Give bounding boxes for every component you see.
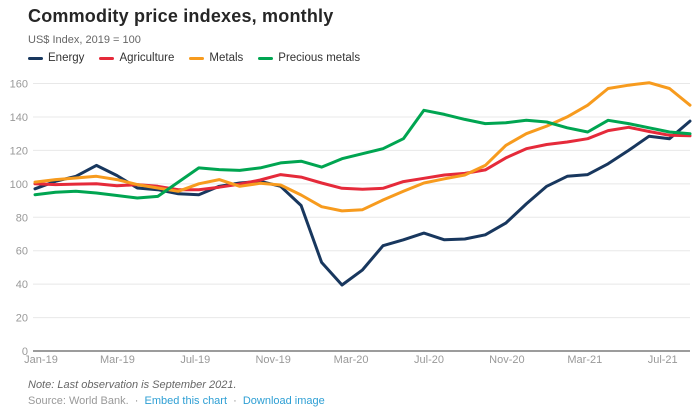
legend-line-swatch xyxy=(258,56,274,60)
footer-source-row: Source: World Bank. · Embed this chart ·… xyxy=(28,395,325,407)
series-line-energy xyxy=(33,119,692,287)
series-line-agriculture xyxy=(33,125,692,192)
legend-item-energy[interactable]: Energy xyxy=(28,52,84,64)
footer-separator: · xyxy=(134,395,139,407)
page-subtitle: US$ Index, 2019 = 100 xyxy=(28,34,141,46)
download-image-link[interactable]: Download image xyxy=(242,395,325,407)
legend-item-precious-metals[interactable]: Precious metals xyxy=(258,52,360,64)
y-axis-label: 160 xyxy=(10,79,28,91)
page-title: Commodity price indexes, monthly xyxy=(28,6,334,26)
x-axis-label: Jul-21 xyxy=(648,354,678,366)
legend-item-label: Agriculture xyxy=(119,52,175,64)
legend-line-swatch xyxy=(189,56,205,60)
y-axis-label: 120 xyxy=(10,145,28,157)
legend-item-label: Metals xyxy=(209,52,244,64)
x-axis-label: Nov-20 xyxy=(489,354,524,366)
y-axis-label: 20 xyxy=(16,313,28,325)
y-axis-label: 100 xyxy=(10,179,28,191)
y-axis-label: 40 xyxy=(16,279,28,291)
y-axis-label: 60 xyxy=(16,246,28,258)
x-axis-label: Jul-19 xyxy=(180,354,210,366)
legend-item-label: Energy xyxy=(48,52,85,64)
x-axis-label: Mar-19 xyxy=(100,354,135,366)
embed-chart-link[interactable]: Embed this chart xyxy=(144,395,228,407)
y-axis-label: 140 xyxy=(10,112,28,124)
y-axis-label: 0 xyxy=(22,346,28,358)
x-axis-label: Jul-20 xyxy=(414,354,444,366)
x-axis-label: Jan-19 xyxy=(24,354,58,366)
legend: Energy Agriculture Metals Precious metals xyxy=(28,52,360,64)
y-axis-label: 80 xyxy=(16,212,28,224)
x-axis-label: Mar-20 xyxy=(334,354,369,366)
legend-line-swatch xyxy=(99,56,115,60)
series-line-metals xyxy=(33,81,692,213)
legend-item-agriculture[interactable]: Agriculture xyxy=(99,52,174,64)
legend-item-label: Precious metals xyxy=(278,52,361,64)
footer-note: Note: Last observation is September 2021… xyxy=(28,379,237,391)
footer-separator: · xyxy=(233,395,237,407)
x-axis-label: Mar-21 xyxy=(567,354,602,366)
x-axis-label: Nov-19 xyxy=(255,354,290,366)
footer-source: Source: World Bank. xyxy=(28,395,129,407)
legend-item-metals[interactable]: Metals xyxy=(189,52,243,64)
legend-line-swatch xyxy=(28,56,43,60)
series-line-precious-metals xyxy=(33,108,692,200)
commodity-price-chart: 0 20 40 60 80 100 120 140 160 Jan-19 Mar-19 Jul-19 N… xyxy=(10,79,692,366)
